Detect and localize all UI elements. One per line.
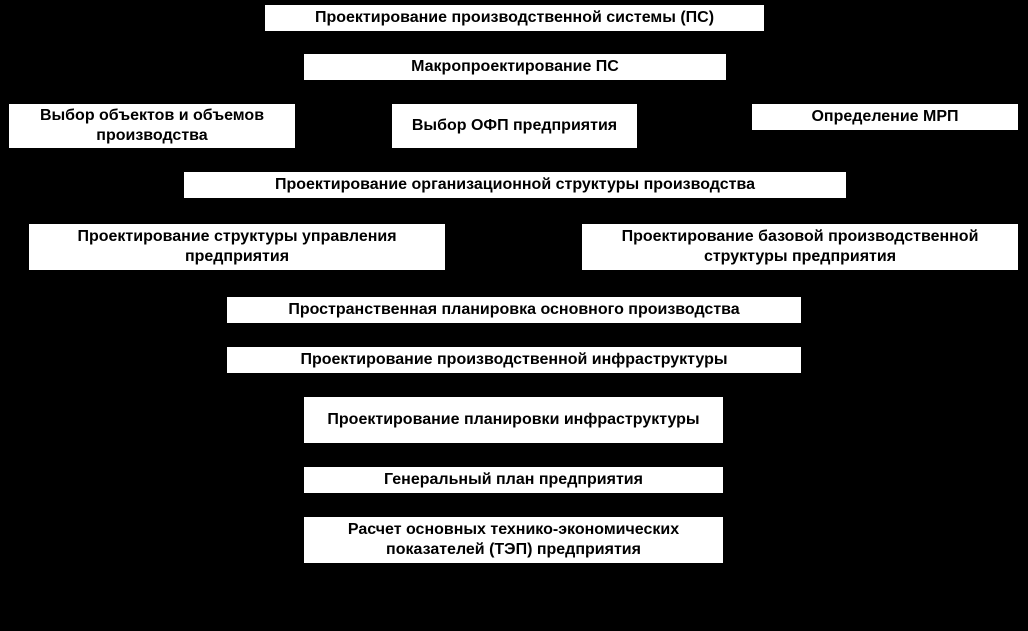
- node-label: Проектирование производственной системы …: [315, 8, 714, 28]
- edge-n5-n6: [781, 132, 858, 170]
- flowchart-node-n3: Выбор объектов и объемов производства: [7, 102, 297, 150]
- node-label: Макропроектирование ПС: [411, 57, 619, 77]
- edge-n4-n6: [515, 150, 516, 170]
- edge-n2-n5: [677, 82, 885, 102]
- flowchart-node-n9: Пространственная планировка основного пр…: [225, 295, 803, 325]
- edge-n7-n9: [279, 272, 283, 295]
- flowchart-node-n4: Выбор ОФП предприятия: [390, 102, 639, 150]
- flowchart-node-n6: Проектирование организационной структуры…: [182, 170, 848, 200]
- edge-n6-n7: [279, 200, 282, 222]
- node-label: Определение МРП: [811, 107, 958, 127]
- flowchart-node-n1: Проектирование производственной системы …: [263, 3, 766, 33]
- flowchart-node-n12: Генеральный план предприятия: [302, 465, 725, 495]
- edge-n2-n3: [152, 82, 353, 102]
- flowchart-node-n11: Проектирование планировки инфраструктуры: [302, 395, 725, 445]
- flowchart-node-n2: Макропроектирование ПС: [302, 52, 728, 82]
- node-label: Проектирование планировки инфраструктуры: [327, 410, 699, 430]
- node-label: Расчет основных технико-экономических по…: [314, 520, 713, 560]
- edge-n3-n6: [225, 150, 249, 170]
- node-label: Проектирование структуры управления пред…: [39, 227, 435, 267]
- node-label: Проектирование организационной структуры…: [275, 175, 755, 195]
- node-label: Проектирование производственной инфрастр…: [300, 350, 727, 370]
- node-label: Пространственная планировка основного пр…: [288, 300, 739, 320]
- edge-n6-n8: [748, 200, 756, 222]
- edge-n8-n9: [745, 272, 756, 295]
- flowchart-node-n5: Определение МРП: [750, 102, 1020, 132]
- node-label: Выбор ОФП предприятия: [412, 116, 617, 136]
- edge-n10-n11: [514, 375, 515, 395]
- flowchart-node-n10: Проектирование производственной инфрастр…: [225, 345, 803, 375]
- flowchart-node-n8: Проектирование базовой производственной …: [580, 222, 1020, 272]
- node-label: Проектирование базовой производственной …: [592, 227, 1008, 267]
- flowchart-node-n13: Расчет основных технико-экономических по…: [302, 515, 725, 565]
- flowchart-node-n7: Проектирование структуры управления пред…: [27, 222, 447, 272]
- node-label: Генеральный план предприятия: [384, 470, 643, 490]
- node-label: Выбор объектов и объемов производства: [19, 106, 285, 146]
- edge-n1-n2: [515, 33, 516, 52]
- edge-n2-n4: [515, 82, 516, 102]
